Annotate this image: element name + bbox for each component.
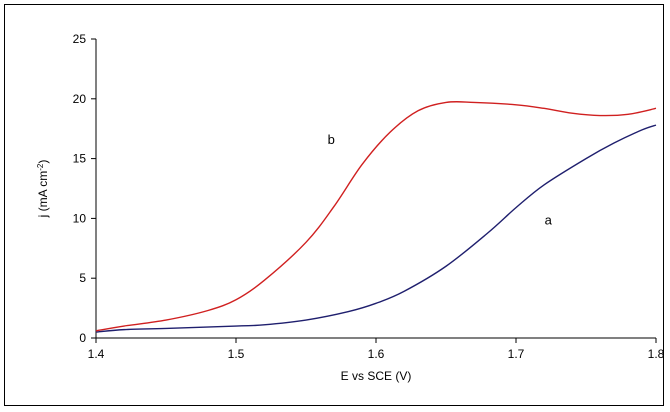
y-tick-label: 25	[73, 32, 87, 46]
x-tick-label: 1.8	[648, 347, 665, 361]
y-axis-title-superscript: -2	[36, 163, 45, 171]
x-tick-label: 1.6	[368, 347, 385, 361]
y-axis-title: j (mA cm-2)	[36, 160, 51, 219]
x-axis-title: E vs SCE (V)	[341, 369, 412, 383]
series-line-b	[95, 100, 657, 332]
tick-labels: 0 5 10 15 20 25 1.4 1.5 1.6 1.7 1.8	[73, 32, 665, 361]
series-annotations: ab	[328, 132, 553, 227]
x-tick-label: 1.4	[88, 347, 105, 361]
x-tick-label: 1.7	[508, 347, 525, 361]
series-label-a: a	[545, 212, 553, 227]
y-axis-title-close: )	[36, 160, 50, 164]
x-tick-label: 1.5	[228, 347, 245, 361]
y-tick-label: 10	[73, 211, 87, 225]
series-layer	[95, 100, 657, 333]
y-tick-label: 15	[73, 152, 87, 166]
y-axis-title-main: j (mA cm	[36, 171, 50, 219]
y-tick-label: 20	[73, 92, 87, 106]
y-tick-label: 0	[79, 331, 86, 345]
series-label-b: b	[328, 132, 335, 147]
axes	[91, 38, 657, 343]
y-tick-label: 5	[79, 271, 86, 285]
series-line-a	[95, 124, 657, 333]
